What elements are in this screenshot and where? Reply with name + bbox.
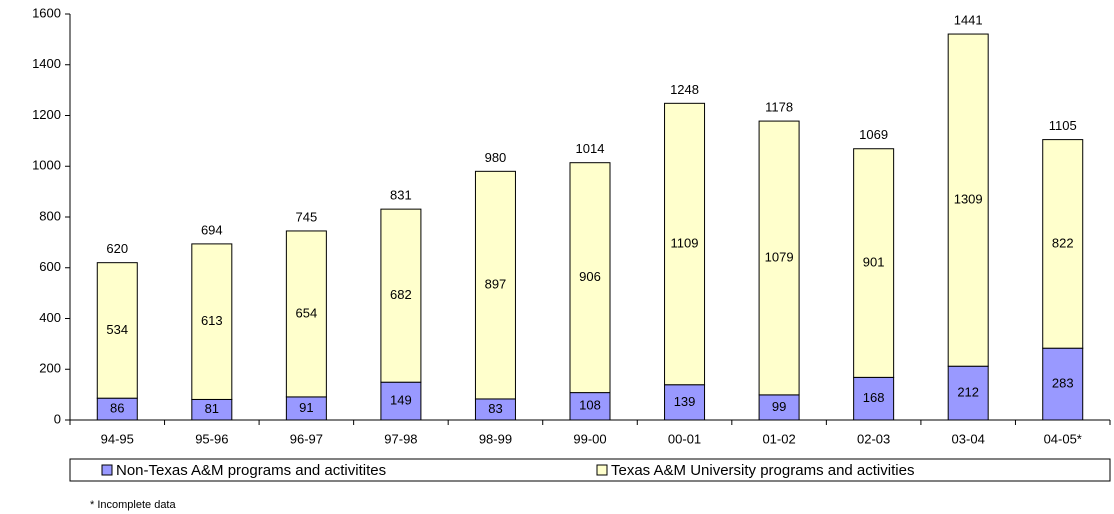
x-tick-label: 03-04 (952, 431, 985, 446)
y-tick-label: 1400 (32, 56, 61, 71)
total-label: 694 (201, 222, 223, 237)
legend-box (69, 458, 1111, 482)
y-tick-label: 0 (54, 411, 61, 426)
total-label: 980 (485, 150, 507, 165)
y-tick-label: 1000 (32, 158, 61, 173)
bar-segment (191, 243, 233, 400)
footnote: * Incomplete data (90, 499, 176, 511)
data-label: 168 (863, 390, 885, 405)
total-label: 1069 (859, 127, 888, 142)
total-label: 1441 (954, 12, 983, 27)
data-label: 906 (579, 269, 601, 284)
bar-segment (569, 392, 611, 421)
bar-segment (569, 162, 611, 394)
bar-segment (474, 170, 516, 400)
bar-segment (1042, 347, 1084, 421)
x-tick-label: 95-96 (195, 431, 228, 446)
bar-segment (1042, 139, 1084, 349)
y-tick-label: 800 (39, 208, 61, 223)
x-tick-label: 00-01 (668, 431, 701, 446)
bar-segment (758, 394, 800, 421)
legend-label: Texas A&M University programs and activi… (611, 462, 914, 479)
x-tick-label: 98-99 (479, 431, 512, 446)
data-label: 901 (863, 254, 885, 269)
bar-segment (380, 381, 422, 421)
data-label: 682 (390, 287, 412, 302)
data-label: 83 (488, 401, 502, 416)
data-label: 822 (1052, 235, 1074, 250)
data-label: 1079 (765, 249, 794, 264)
x-tick-label: 02-03 (857, 431, 890, 446)
bar-segment (758, 120, 800, 396)
y-tick-label: 200 (39, 361, 61, 376)
data-label: 283 (1052, 376, 1074, 391)
y-tick-label: 400 (39, 310, 61, 325)
x-tick-label: 01-02 (762, 431, 795, 446)
bar-segment (380, 208, 422, 383)
data-label: 99 (772, 399, 786, 414)
x-tick-label: 94-95 (101, 431, 134, 446)
bar-segment (947, 365, 989, 421)
data-label: 149 (390, 393, 412, 408)
data-label: 86 (110, 401, 124, 416)
y-tick-label: 600 (39, 259, 61, 274)
data-label: 212 (957, 385, 979, 400)
bar-segment (947, 33, 989, 367)
total-label: 1014 (576, 141, 605, 156)
bar-segment (853, 376, 895, 421)
y-tick-label: 1600 (32, 5, 61, 20)
data-label: 613 (201, 313, 223, 328)
total-label: 1248 (670, 82, 699, 97)
data-label: 139 (674, 394, 696, 409)
data-label: 108 (579, 398, 601, 413)
bar-segment (853, 148, 895, 378)
legend-swatch (596, 464, 608, 476)
data-label: 1109 (671, 235, 699, 250)
bar-segment (285, 230, 327, 398)
x-tick-label: 99-00 (573, 431, 606, 446)
x-tick-label: 97-98 (384, 431, 417, 446)
x-tick-label: 96-97 (290, 431, 323, 446)
total-label: 620 (106, 241, 128, 256)
data-label: 1309 (954, 192, 983, 207)
bar-segment (96, 262, 138, 399)
legend-label: Non-Texas A&M programs and activitites (116, 462, 386, 479)
bar-segment (664, 102, 706, 386)
data-label: 897 (485, 277, 507, 292)
total-label: 745 (296, 209, 318, 224)
total-label: 1178 (765, 100, 793, 115)
x-tick-label: 04-05* (1044, 431, 1082, 446)
y-tick-label: 1200 (32, 107, 61, 122)
total-label: 1105 (1049, 118, 1077, 133)
data-label: 534 (106, 322, 128, 337)
data-label: 91 (299, 400, 313, 415)
data-label: 81 (205, 401, 219, 416)
legend-swatch (101, 464, 113, 476)
bar-segment (664, 384, 706, 421)
data-label: 654 (296, 305, 318, 320)
total-label: 831 (390, 188, 412, 203)
